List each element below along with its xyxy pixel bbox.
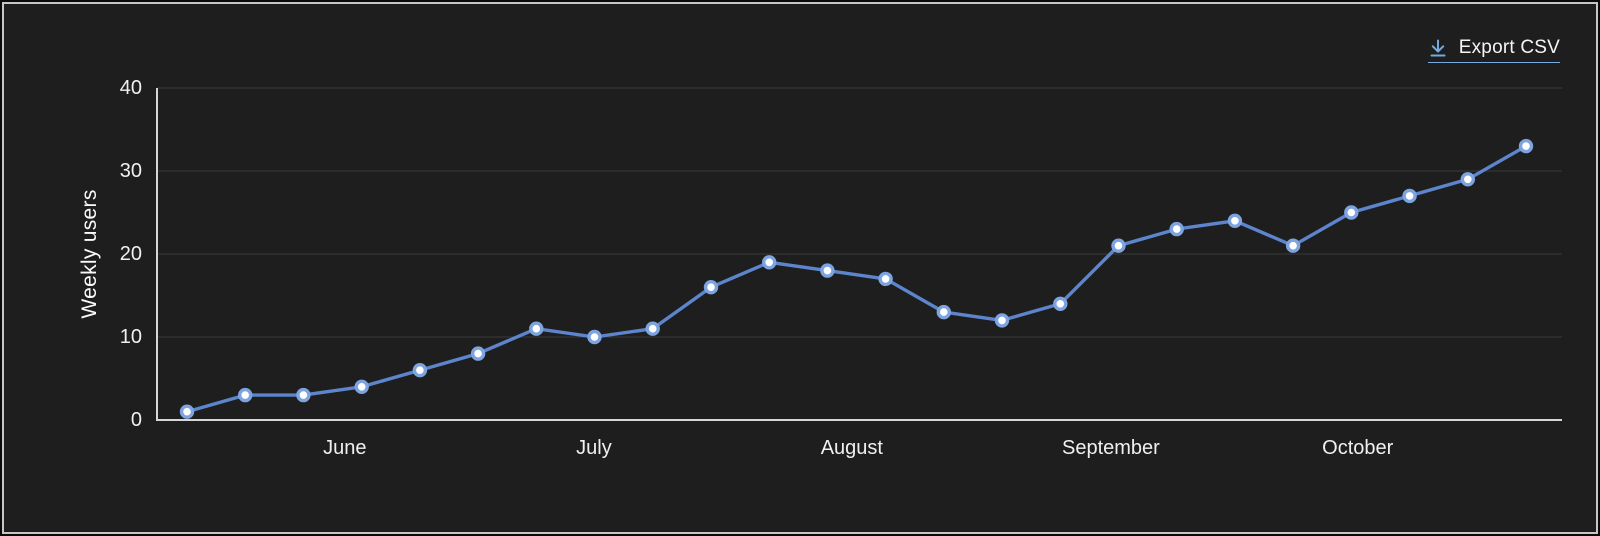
data-point-marker [237,387,253,403]
data-point-marker [529,321,544,336]
y-tick-label: 10 [120,326,142,348]
y-tick-label: 20 [120,243,142,265]
data-point-marker [179,404,195,419]
data-point-marker [994,313,1010,328]
weekly-users-line-chart: 0 10 20 30 40 June July August September October [120,77,1562,459]
data-point-marker [1169,221,1184,237]
x-axis-month-label: September [1062,437,1160,459]
data-point-marker [703,280,719,295]
x-axis-month-label: August [821,437,884,459]
data-point-marker [354,379,369,394]
x-axis-month-label: June [323,437,366,459]
data-point-marker [762,255,777,270]
data-point-marker [1053,296,1068,311]
data-point-marker [936,304,951,320]
data-point-marker [1111,238,1126,253]
data-point-marker [1344,205,1359,220]
data-point-marker [878,271,893,287]
download-icon [1430,39,1446,56]
data-point-marker [645,321,660,336]
data-point-marker [1227,213,1243,229]
data-point-marker [412,363,428,378]
x-axis-month-label: July [576,437,612,459]
data-point-marker [820,263,835,278]
x-axis-month-label: October [1322,437,1393,459]
series-line [185,144,1528,414]
y-tick-label: 30 [120,160,142,182]
export-csv-link[interactable]: Export CSV [1427,37,1560,63]
export-csv-label: Export CSV [1458,37,1560,58]
y-tick-label: 40 [120,77,142,99]
data-point-marker [1460,172,1476,187]
data-point-marker [1402,188,1417,204]
data-point-marker [1285,238,1301,253]
data-point-marker [587,329,602,345]
data-point-marker [470,346,486,361]
data-point-marker [296,387,311,403]
data-point-marker [1518,138,1534,154]
y-tick-label: 0 [131,409,142,431]
